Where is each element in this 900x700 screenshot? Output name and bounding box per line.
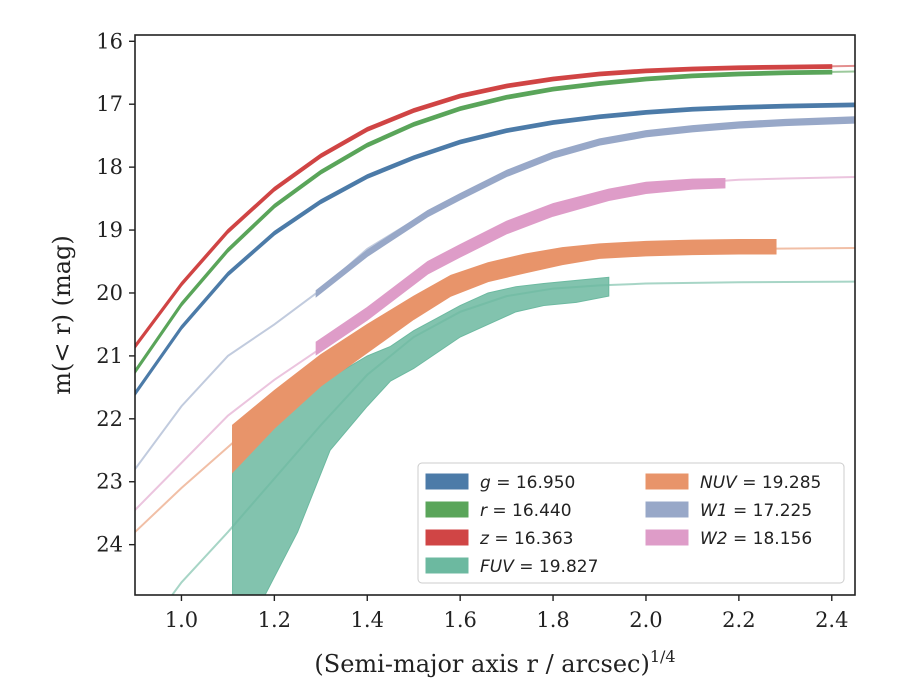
model-line-z [135, 64, 855, 348]
band-w1 [315, 116, 855, 298]
plot-frame [134, 34, 856, 596]
legend-symbol: z [479, 529, 490, 549]
band-g [135, 102, 855, 397]
legend-value: = 17.225 [728, 501, 813, 521]
legend-label-w1: W1 = 17.225 [700, 501, 812, 521]
x-tick-label: 1.2 [258, 608, 291, 632]
legend-label-g: g = 16.950 [480, 473, 575, 493]
x-tick-label: 2.2 [722, 608, 755, 632]
y-tick-label: 17 [96, 92, 123, 116]
x-tick-label: 1.4 [351, 608, 384, 632]
model-curves [135, 64, 855, 595]
legend-symbol: W1 [700, 501, 728, 521]
legend-swatch-w2 [645, 529, 689, 546]
y-tick-label: 24 [96, 533, 123, 557]
model-line-w2 [135, 175, 855, 511]
legend-swatch-z [425, 529, 469, 546]
legend-swatch-nuv [645, 473, 689, 490]
x-axis-title-main: (Semi-major axis r / arcsec) [314, 650, 649, 678]
x-tick-label: 1.6 [443, 608, 476, 632]
model-line-g [135, 103, 855, 395]
y-axis-title: m(< r) (mag) [48, 235, 76, 394]
y-tick-label: 19 [96, 218, 123, 242]
legend-value: = 16.440 [487, 501, 572, 521]
y-tick-label: 22 [96, 407, 123, 431]
legend-value: = 16.950 [491, 473, 576, 493]
y-tick-label: 20 [96, 281, 123, 305]
legend-label-fuv: FUV = 19.827 [480, 557, 598, 577]
x-tick-label: 2.0 [629, 608, 662, 632]
legend-symbol: r [480, 501, 488, 521]
legend-symbol: FUV [480, 557, 515, 577]
y-axis: 16 17 18 19 20 21 22 23 24 [96, 29, 135, 557]
legend-value: = 16.363 [489, 529, 574, 549]
y-tick-label: 21 [96, 344, 123, 368]
band-z [135, 64, 833, 350]
model-line-w1 [135, 118, 855, 470]
x-tick-label: 2.4 [815, 608, 848, 632]
band-r [135, 69, 833, 375]
model-line-r [135, 70, 855, 373]
band-fuv [232, 276, 610, 595]
x-tick-label: 1.8 [536, 608, 569, 632]
legend-value: = 18.156 [728, 529, 813, 549]
band-w2 [315, 177, 726, 356]
y-tick-label: 23 [96, 470, 123, 494]
legend-label-z: z = 16.363 [479, 529, 573, 549]
legend-swatch-w1 [645, 501, 689, 518]
x-axis: 1.0 1.2 1.4 1.6 1.8 2.0 2.2 2.4 [165, 595, 848, 632]
legend-symbol: g [480, 473, 491, 493]
y-tick-label: 18 [96, 155, 123, 179]
legend-symbol: NUV [700, 473, 738, 493]
legend-swatch-fuv [425, 557, 469, 574]
legend-label-nuv: NUV = 19.285 [700, 473, 821, 493]
x-axis-title-sup: 1/4 [650, 647, 676, 666]
legend-swatch-r [425, 501, 469, 518]
model-line-nuv [135, 246, 855, 533]
legend-label-w2: W2 = 18.156 [700, 529, 812, 549]
x-axis-title: (Semi-major axis r / arcsec)1/4 [314, 647, 675, 678]
y-tick-label: 16 [96, 29, 123, 53]
x-tick-label: 1.0 [165, 608, 198, 632]
model-line-fuv [170, 280, 855, 595]
legend-label-r: r = 16.440 [480, 501, 572, 521]
legend-symbol: W2 [700, 529, 728, 549]
legend-frame [417, 462, 845, 584]
legend-swatch-g [425, 473, 469, 490]
legend-value: = 19.285 [737, 473, 822, 493]
legend-value: = 19.827 [514, 557, 599, 577]
